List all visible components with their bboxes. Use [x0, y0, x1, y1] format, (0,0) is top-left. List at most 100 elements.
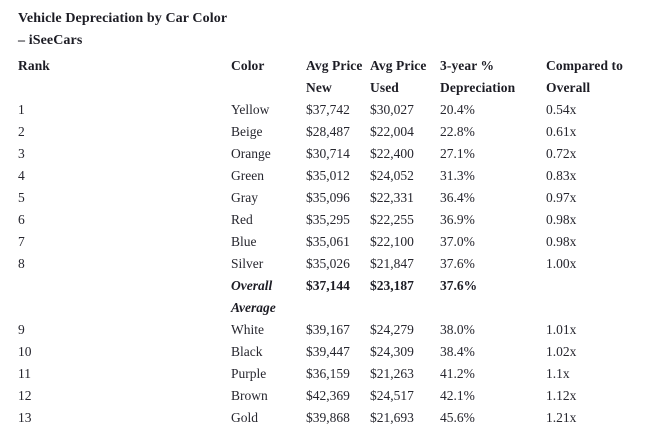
- price-new-cell: $36,159: [306, 366, 350, 381]
- color-cell: Purple: [231, 366, 267, 381]
- header-line: Color: [231, 58, 265, 73]
- table-row: 13 Gold $39,868 $21,693 45.6% 1.21x: [18, 407, 646, 429]
- table-row: 9 White $39,167 $24,279 38.0% 1.01x: [18, 319, 646, 341]
- page-title: Vehicle Depreciation by Car Color – iSee…: [18, 8, 646, 52]
- price-used-cell: $21,263: [370, 366, 414, 381]
- header-line: Avg Price: [370, 58, 427, 73]
- depreciation-cell: 22.8%: [440, 124, 475, 139]
- table-row: 10 Black $39,447 $24,309 38.4% 1.02x: [18, 341, 646, 363]
- depreciation-cell: 37.6%: [440, 278, 478, 293]
- rank-cell: 2: [18, 124, 25, 139]
- compared-cell: 1.02x: [546, 344, 577, 359]
- price-used-cell: $22,255: [370, 212, 414, 227]
- depreciation-cell: 20.4%: [440, 102, 475, 117]
- price-new-cell: $35,295: [306, 212, 350, 227]
- color-cell: Black: [231, 344, 263, 359]
- table-row: 2 Beige $28,487 $22,004 22.8% 0.61x: [18, 121, 646, 143]
- price-used-cell: $21,693: [370, 410, 414, 425]
- rank-cell: 13: [18, 410, 32, 425]
- depreciation-cell: 37.0%: [440, 234, 475, 249]
- price-used-cell: $24,517: [370, 388, 414, 403]
- table-row: 12 Brown $42,369 $24,517 42.1% 1.12x: [18, 385, 646, 407]
- depreciation-cell: 31.3%: [440, 168, 475, 183]
- header-line: Avg Price: [306, 58, 363, 73]
- header-avg-price-new: Avg Price New: [306, 55, 370, 99]
- header-line: Depreciation: [440, 80, 516, 95]
- table-row: 8 Silver $35,026 $21,847 37.6% 1.00x: [18, 253, 646, 275]
- header-avg-price-used: Avg Price Used: [370, 55, 440, 99]
- depreciation-cell: 45.6%: [440, 410, 475, 425]
- header-color: Color: [231, 55, 306, 99]
- price-used-cell: $22,400: [370, 146, 414, 161]
- color-cell: Silver: [231, 256, 264, 271]
- price-used-cell: $22,004: [370, 124, 414, 139]
- price-new-cell: $37,742: [306, 102, 350, 117]
- compared-cell: [546, 275, 646, 319]
- depreciation-cell: 41.2%: [440, 366, 475, 381]
- depreciation-cell: 37.6%: [440, 256, 475, 271]
- header-rank: Rank: [18, 55, 231, 99]
- price-used-cell: $24,309: [370, 344, 414, 359]
- price-new-cell: $35,012: [306, 168, 350, 183]
- header-line: Rank: [18, 58, 50, 73]
- compared-cell: 0.83x: [546, 168, 577, 183]
- color-cell: White: [231, 322, 264, 337]
- rank-cell: 3: [18, 146, 25, 161]
- title-line-1: Vehicle Depreciation by Car Color: [18, 11, 228, 26]
- compared-cell: 1.21x: [546, 410, 577, 425]
- compared-cell: 0.97x: [546, 190, 577, 205]
- price-used-cell: $30,027: [370, 102, 414, 117]
- price-used-cell: $22,331: [370, 190, 414, 205]
- table-row: 7 Blue $35,061 $22,100 37.0% 0.98x: [18, 231, 646, 253]
- rank-cell: [18, 275, 231, 319]
- rank-cell: 9: [18, 322, 25, 337]
- compared-cell: 0.98x: [546, 234, 577, 249]
- depreciation-cell: 38.4%: [440, 344, 475, 359]
- color-cell: Red: [231, 212, 253, 227]
- color-cell: Orange: [231, 146, 271, 161]
- header-line: Overall: [546, 80, 591, 95]
- price-new-cell: $42,369: [306, 388, 350, 403]
- title-line-2: – iSeeCars: [18, 33, 83, 48]
- depreciation-cell: 42.1%: [440, 388, 475, 403]
- price-used-cell: $24,279: [370, 322, 414, 337]
- color-cell: Beige: [231, 124, 263, 139]
- rank-cell: 10: [18, 344, 32, 359]
- table-row: 4 Green $35,012 $24,052 31.3% 0.83x: [18, 165, 646, 187]
- color-cell: Yellow: [231, 102, 270, 117]
- depreciation-cell: 36.9%: [440, 212, 475, 227]
- color-cell: Gold: [231, 410, 258, 425]
- table-row: 11 Purple $36,159 $21,263 41.2% 1.1x: [18, 363, 646, 385]
- table-body: 1 Yellow $37,742 $30,027 20.4% 0.54x 2 B…: [18, 99, 646, 429]
- compared-cell: 0.61x: [546, 124, 577, 139]
- compared-cell: 0.54x: [546, 102, 577, 117]
- header-line: Compared to: [546, 58, 623, 73]
- header-line: 3-year %: [440, 58, 495, 73]
- rank-cell: 6: [18, 212, 25, 227]
- table-row: 3 Orange $30,714 $22,400 27.1% 0.72x: [18, 143, 646, 165]
- rank-cell: 1: [18, 102, 25, 117]
- table-row: 5 Gray $35,096 $22,331 36.4% 0.97x: [18, 187, 646, 209]
- rank-cell: 4: [18, 168, 25, 183]
- table-header-row: Rank Color Avg Price New Avg Price Used …: [18, 55, 646, 99]
- rank-cell: 8: [18, 256, 25, 271]
- price-used-cell: $21,847: [370, 256, 414, 271]
- compared-cell: 1.1x: [546, 366, 570, 381]
- compared-cell: 0.72x: [546, 146, 577, 161]
- rank-cell: 7: [18, 234, 25, 249]
- price-new-cell: $37,144: [306, 278, 350, 293]
- table-row: Overall Average $37,144 $23,187 37.6%: [18, 275, 646, 319]
- header-depreciation: 3-year % Depreciation: [440, 55, 546, 99]
- compared-cell: 1.12x: [546, 388, 577, 403]
- depreciation-cell: 27.1%: [440, 146, 475, 161]
- price-new-cell: $39,167: [306, 322, 350, 337]
- color-cell: Brown: [231, 388, 268, 403]
- color-cell: Blue: [231, 234, 257, 249]
- header-line: New: [306, 80, 332, 95]
- rank-cell: 11: [18, 366, 31, 381]
- price-new-cell: $35,096: [306, 190, 350, 205]
- header-line: Used: [370, 80, 399, 95]
- price-used-cell: $23,187: [370, 278, 414, 293]
- color-cell: Overall Average: [231, 278, 276, 315]
